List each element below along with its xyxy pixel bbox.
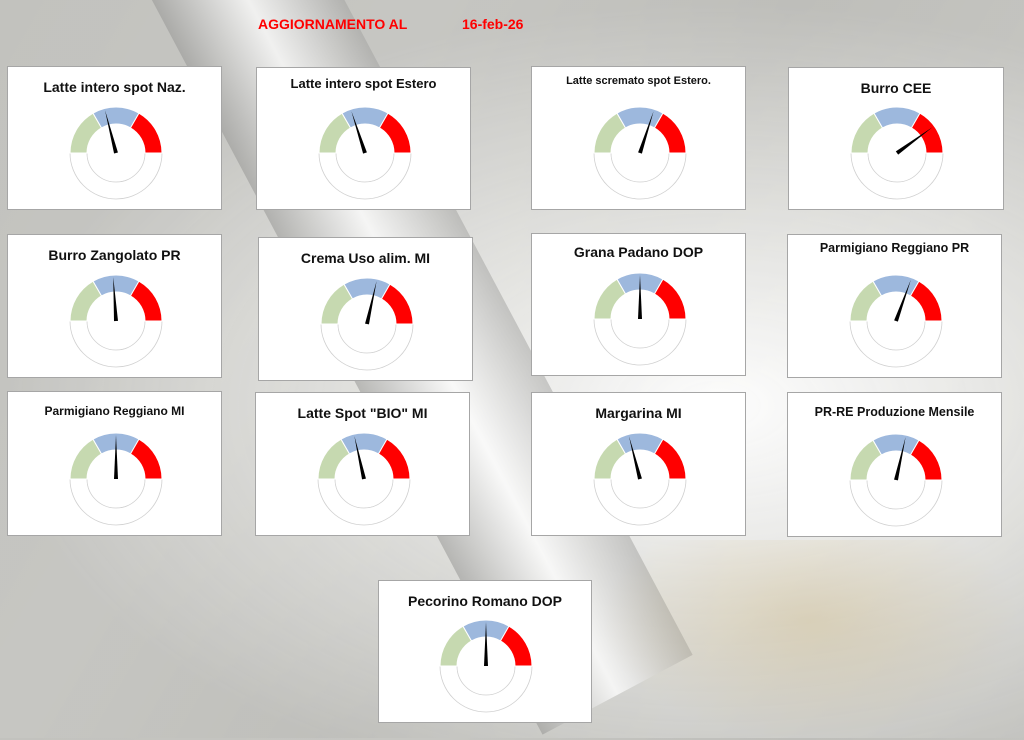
gauge-title: Latte intero spot Estero xyxy=(290,76,437,91)
gauge-dial xyxy=(850,106,944,200)
gauge-needle xyxy=(637,275,642,319)
gauge-dial xyxy=(68,432,163,526)
gauge-title: Latte scremato spot Estero. xyxy=(566,75,711,87)
gauge-zone-high xyxy=(653,112,687,154)
gauge-card: Crema Uso alim. MI xyxy=(258,237,473,381)
gauge-dial xyxy=(316,432,411,526)
gauge-zone-high xyxy=(499,625,533,667)
gauge-needle xyxy=(628,436,642,480)
gauge-card: PR-RE Produzione Mensile xyxy=(787,392,1002,537)
gauge-dial xyxy=(317,106,412,200)
gauge-zone-high xyxy=(129,280,163,322)
gauge-title: Pecorino Romano DOP xyxy=(407,593,563,609)
gauge-dial xyxy=(68,274,163,368)
update-label: AGGIORNAMENTO AL xyxy=(258,16,408,32)
update-header: AGGIORNAMENTO AL 16-feb-26 xyxy=(0,16,1024,36)
gauge-title: Parmigiano Reggiano MI xyxy=(44,404,185,418)
gauge-card: Parmigiano Reggiano MI xyxy=(7,391,222,536)
gauge-lower-ring xyxy=(850,152,944,200)
gauge-lower-ring xyxy=(593,318,686,366)
gauge-needle xyxy=(637,111,654,154)
gauge-zone-high xyxy=(910,112,944,154)
gauge-lower-ring xyxy=(439,665,533,713)
gauge-zone-high xyxy=(129,112,163,154)
gauge-lower-ring xyxy=(318,152,411,200)
gauge-needle xyxy=(484,622,488,666)
gauge-dial xyxy=(848,274,943,368)
gauge-zone-high xyxy=(377,438,411,480)
gauge-title: Latte intero spot Naz. xyxy=(43,79,186,95)
gauge-title: PR-RE Produzione Mensile xyxy=(814,405,975,419)
gauge-title: Crema Uso alim. MI xyxy=(300,250,431,266)
gauge-needle xyxy=(350,111,367,154)
gauge-dial xyxy=(592,432,687,526)
gauge-card: Latte Spot "BIO" MI xyxy=(255,392,470,536)
gauge-dial xyxy=(848,433,943,527)
gauge-lower-ring xyxy=(849,479,942,527)
gauge-needle xyxy=(893,279,911,322)
background-splash-shadow xyxy=(600,540,1020,740)
gauge-card: Latte intero spot Naz. xyxy=(7,66,222,210)
gauge-needle xyxy=(112,277,118,322)
update-date: 16-feb-26 xyxy=(462,16,524,32)
gauge-dial xyxy=(592,272,687,366)
gauge-title: Grana Padano DOP xyxy=(573,244,704,260)
gauge-lower-ring xyxy=(593,478,686,526)
gauge-zone-high xyxy=(909,439,943,481)
gauge-title: Latte Spot "BIO" MI xyxy=(297,405,428,421)
gauge-dial xyxy=(68,106,163,200)
gauge-title: Burro CEE xyxy=(860,80,932,96)
gauge-title: Burro Zangolato PR xyxy=(48,247,181,263)
gauge-title: Margarina MI xyxy=(595,405,682,421)
gauge-card: Pecorino Romano DOP xyxy=(378,580,592,723)
gauge-zone-high xyxy=(378,112,412,154)
gauge-lower-ring xyxy=(317,478,410,526)
gauge-zone-high xyxy=(653,438,687,480)
gauge-card: Margarina MI xyxy=(531,392,746,536)
gauge-lower-ring xyxy=(593,152,686,200)
gauge-needle xyxy=(893,437,906,481)
gauge-needle xyxy=(104,110,118,154)
gauge-needle xyxy=(364,281,377,325)
gauge-lower-ring xyxy=(69,152,162,200)
gauge-lower-ring xyxy=(69,320,162,368)
gauge-needle xyxy=(353,436,366,480)
gauge-card: Burro Zangolato PR xyxy=(7,234,222,378)
gauge-lower-ring xyxy=(69,478,162,526)
gauge-card: Latte scremato spot Estero. xyxy=(531,66,746,210)
gauge-dial xyxy=(439,619,533,713)
gauge-needle xyxy=(895,127,933,155)
gauge-lower-ring xyxy=(320,323,413,371)
gauge-zone-high xyxy=(380,283,414,325)
gauge-zone-high xyxy=(129,438,163,480)
gauge-zone-high xyxy=(909,280,943,322)
gauge-card: Parmigiano Reggiano PR xyxy=(787,234,1002,378)
gauge-card: Latte intero spot Estero xyxy=(256,67,471,210)
gauge-card: Grana Padano DOP xyxy=(531,233,746,376)
gauge-dial xyxy=(319,277,414,371)
gauge-title: Parmigiano Reggiano PR xyxy=(819,241,970,255)
gauge-zone-high xyxy=(653,278,687,320)
gauge-dial xyxy=(592,106,687,200)
gauge-needle xyxy=(113,435,118,479)
gauge-lower-ring xyxy=(849,320,942,368)
gauge-card: Burro CEE xyxy=(788,67,1004,210)
